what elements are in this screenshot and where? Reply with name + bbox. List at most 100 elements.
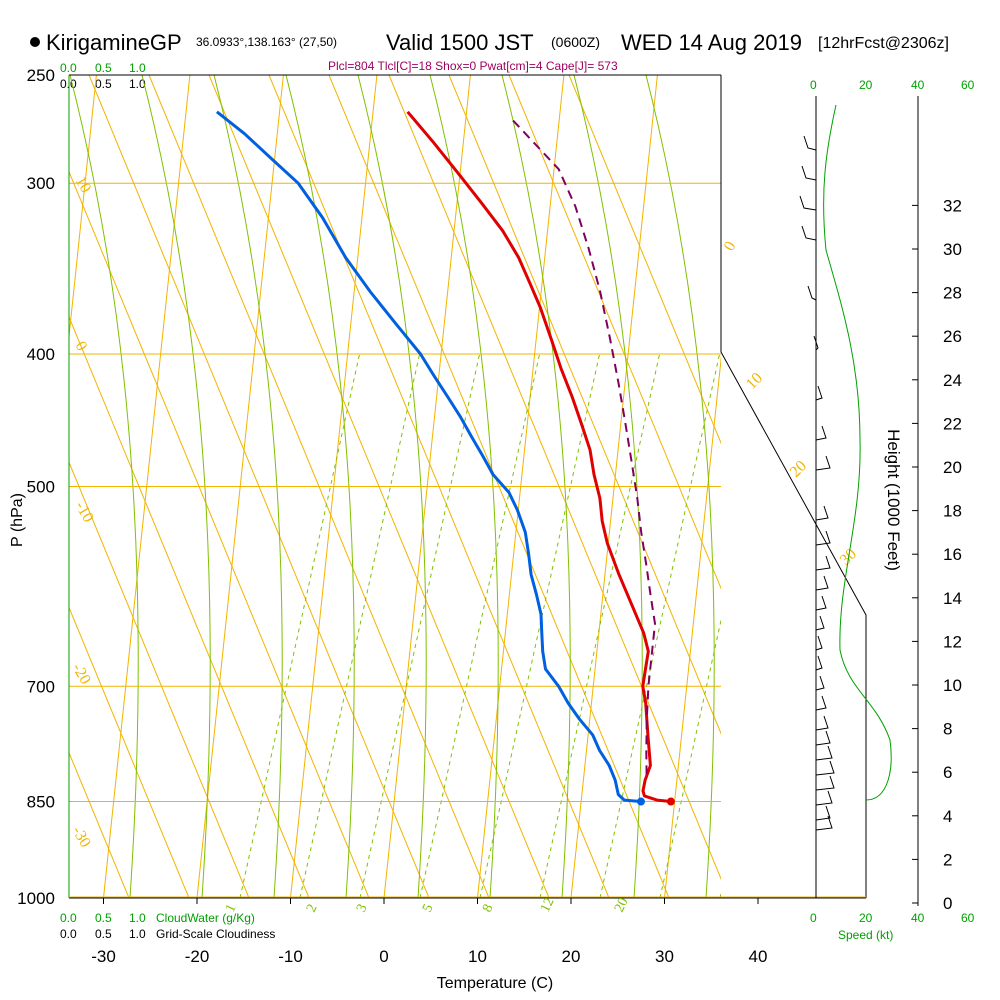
- mixing-ratio-labels: 1 2 3 5 8 12 20: [223, 896, 632, 915]
- height-axis-title: Height (1000 Feet): [884, 429, 903, 571]
- wind-barb: [815, 805, 831, 821]
- cloudiness-bottom-1: 0.5: [95, 927, 112, 941]
- speed-top-2: 40: [911, 78, 925, 92]
- moist-adiabat-line: [573, 75, 643, 898]
- temperature-tick-label: -20: [185, 947, 210, 966]
- wind-barb: [815, 760, 835, 776]
- cloudiness-bottom-2: 1.0: [129, 927, 146, 941]
- height-tick-label: 0: [943, 894, 952, 913]
- moist-adiabat-line: [141, 75, 211, 898]
- station-name: KirigamineGP: [46, 30, 182, 55]
- y-axis-title: P (hPa): [9, 493, 26, 547]
- height-tick-label: 26: [943, 327, 962, 346]
- moist-adiabat-line: [213, 75, 283, 898]
- wind-barb: [815, 635, 823, 651]
- wind-barb: [815, 555, 831, 571]
- cloudiness-top-1: 0.5: [95, 77, 112, 91]
- background-lines: [69, 75, 721, 898]
- wind-barb: [815, 775, 835, 791]
- height-tick-label: 20: [943, 458, 962, 477]
- wind-barb: [815, 695, 827, 711]
- wind-barb: [815, 530, 831, 546]
- cloudwater-bottom-2: 1.0: [129, 911, 146, 925]
- mixing-ratio-label: 20: [612, 896, 632, 915]
- wind-barb: [815, 455, 831, 471]
- dry-adiabat-line: [568, 75, 721, 445]
- temperature-tick-label: 0: [379, 947, 388, 966]
- speed-top-3: 60: [961, 78, 975, 92]
- cloudwater-top-2: 1.0: [129, 61, 146, 75]
- speed-top-0: 0: [810, 78, 817, 92]
- height-tick-label: 10: [943, 676, 962, 695]
- cloudiness-bottom-0: 0.0: [60, 927, 77, 941]
- parcel-line: [508, 115, 656, 775]
- wind-barb: [815, 385, 823, 401]
- speed-bottom-3: 60: [961, 911, 975, 925]
- mixing-ratio-line: [599, 351, 721, 898]
- cloudwater-scale-bottom: 0.0 0.5 1.0 CloudWater (g/Kg): [60, 911, 255, 925]
- isotherm-label: -30: [69, 824, 94, 851]
- mixing-ratio-line: [719, 891, 721, 898]
- wind-barb: [815, 595, 827, 611]
- cloudiness-top-2: 1.0: [129, 77, 146, 91]
- height-tick-label: 8: [943, 720, 952, 739]
- cloudwater-bottom-label: CloudWater (g/Kg): [156, 911, 255, 925]
- station-dot-icon: [30, 37, 40, 47]
- pressure-tick-label: 500: [27, 478, 55, 497]
- pressure-tick-label: 850: [27, 793, 55, 812]
- surface-dewpoint-dot: [636, 797, 645, 806]
- speed-scale-bottom: 0 20 40 60 Speed (kt): [810, 911, 975, 942]
- pressure-tick-label: 400: [27, 345, 55, 364]
- temperature-tick-label: 30: [655, 947, 674, 966]
- sounding-traces: [215, 110, 672, 803]
- sounding-indices: Plcl=804 Tlcl[C]=18 Shox=0 Pwat[cm]=4 Ca…: [328, 59, 618, 73]
- cloudiness-scale-top: 0.0 0.5 1.0: [60, 77, 146, 91]
- mixing-ratio-line: [539, 351, 661, 898]
- cloudiness-bottom-label: Grid-Scale Cloudiness: [156, 927, 275, 941]
- temperature-tick-label: 10: [468, 947, 487, 966]
- isotherm-label: 0: [721, 239, 740, 254]
- speed-bottom-1: 20: [859, 911, 873, 925]
- height-tick-label: 28: [943, 284, 962, 303]
- isotherm-label: -20: [69, 661, 94, 688]
- height-tick-label: 12: [943, 632, 962, 651]
- isotherm-label: 0: [72, 339, 91, 354]
- temperature-tick-label: -10: [278, 947, 303, 966]
- temperature-tick-label: 40: [749, 947, 768, 966]
- mixing-ratio-line: [359, 351, 481, 898]
- wind-barb: [815, 745, 833, 761]
- station-coords: 36.0933°,138.163° (27,50): [196, 35, 337, 49]
- dry-adiabat-line: [69, 606, 190, 898]
- wind-barb: [815, 790, 833, 806]
- temperature-tick-label: 20: [562, 947, 581, 966]
- wind-barb: [803, 135, 817, 151]
- wind-barb: [815, 675, 825, 691]
- speed-axis-label: Speed (kt): [838, 928, 893, 942]
- temperature-tick-label: -30: [91, 947, 116, 966]
- cloudwater-scale-top: 0.0 0.5 1.0: [60, 61, 146, 75]
- utc-time: (0600Z): [551, 34, 600, 50]
- valid-date: WED 14 Aug 2019: [621, 30, 802, 55]
- cloudwater-top-0: 0.0: [60, 61, 77, 75]
- mixing-ratio-line: [419, 351, 541, 898]
- height-tick-label: 4: [943, 807, 952, 826]
- mixing-ratio-label: 12: [538, 896, 558, 915]
- mixing-ratio-line: [239, 351, 361, 898]
- valid-time: Valid 1500 JST: [386, 30, 534, 55]
- wind-panel: [799, 96, 892, 898]
- moist-adiabat-line: [285, 75, 355, 898]
- wind-barb: [815, 575, 829, 591]
- height-tick-label: 18: [943, 502, 962, 521]
- mixing-ratio-line: [299, 351, 421, 898]
- forecast-label: [12hrFcst@2306z]: [818, 35, 949, 52]
- height-tick-label: 2: [943, 850, 952, 869]
- pressure-tick-label: 700: [27, 677, 55, 696]
- height-tick-label: 14: [943, 589, 962, 608]
- cloudwater-bottom-0: 0.0: [60, 911, 77, 925]
- wind-barb: [815, 505, 829, 521]
- isotherm-label: 10: [743, 369, 766, 392]
- mixing-ratio-line: [479, 351, 601, 898]
- wind-barb: [801, 225, 817, 241]
- pressure-tick-label: 250: [27, 66, 55, 85]
